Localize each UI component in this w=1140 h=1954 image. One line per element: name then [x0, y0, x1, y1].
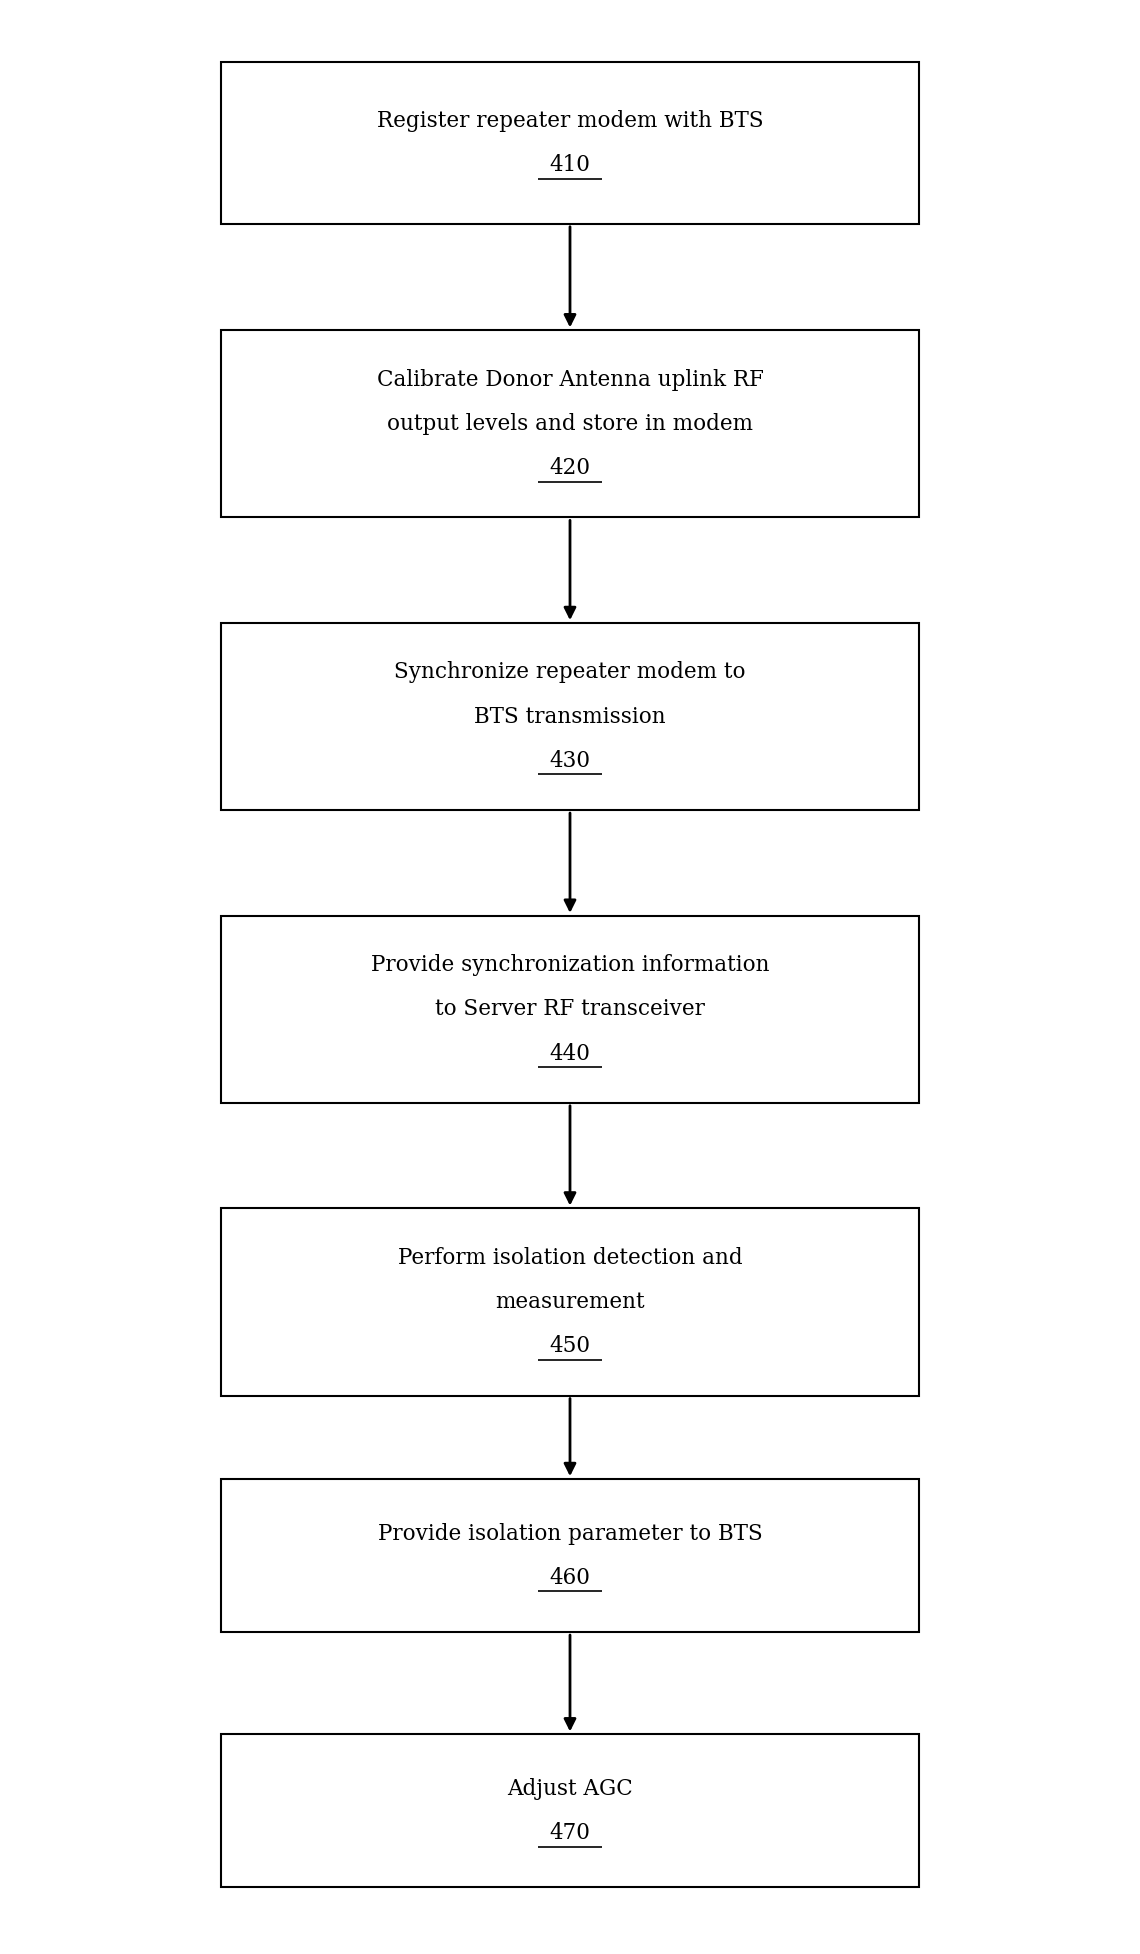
Text: Perform isolation detection and: Perform isolation detection and — [398, 1247, 742, 1268]
Text: 440: 440 — [549, 1043, 591, 1065]
Text: measurement: measurement — [495, 1292, 645, 1313]
FancyBboxPatch shape — [221, 330, 919, 518]
Text: output levels and store in modem: output levels and store in modem — [386, 412, 754, 436]
FancyBboxPatch shape — [221, 63, 919, 225]
FancyBboxPatch shape — [221, 916, 919, 1102]
FancyBboxPatch shape — [221, 623, 919, 811]
Text: Register repeater modem with BTS: Register repeater modem with BTS — [376, 109, 764, 133]
FancyBboxPatch shape — [221, 1735, 919, 1888]
Text: Calibrate Donor Antenna uplink RF: Calibrate Donor Antenna uplink RF — [376, 369, 764, 391]
Text: Synchronize repeater modem to: Synchronize repeater modem to — [394, 660, 746, 684]
Text: to Server RF transceiver: to Server RF transceiver — [435, 998, 705, 1020]
Text: BTS transmission: BTS transmission — [474, 705, 666, 727]
Text: 460: 460 — [549, 1567, 591, 1589]
Text: 450: 450 — [549, 1335, 591, 1358]
Text: 420: 420 — [549, 457, 591, 479]
FancyBboxPatch shape — [221, 1208, 919, 1395]
Text: 430: 430 — [549, 750, 591, 772]
Text: 410: 410 — [549, 154, 591, 176]
Text: 470: 470 — [549, 1821, 591, 1845]
Text: Adjust AGC: Adjust AGC — [507, 1778, 633, 1800]
Text: Provide isolation parameter to BTS: Provide isolation parameter to BTS — [377, 1522, 763, 1544]
Text: Provide synchronization information: Provide synchronization information — [370, 954, 770, 977]
FancyBboxPatch shape — [221, 1479, 919, 1632]
